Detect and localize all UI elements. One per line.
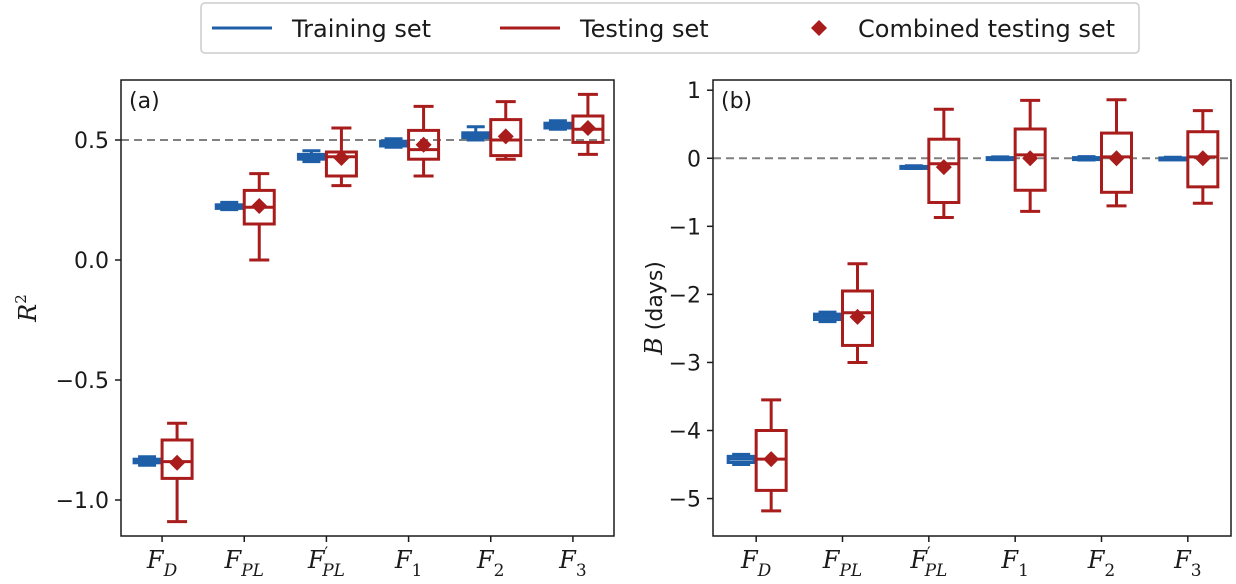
testing-iqr-box (1186, 130, 1220, 189)
y-tick-label: −0.5 (56, 369, 109, 394)
training-box (1158, 155, 1188, 162)
testing-box (242, 172, 276, 262)
combined-point (1194, 150, 1211, 167)
testing-box (841, 262, 874, 364)
combined-point (251, 198, 268, 214)
training-box (1072, 155, 1101, 162)
training-box (461, 125, 491, 142)
x-tick-label: F2 (1087, 546, 1115, 581)
combined-point (579, 120, 596, 136)
combined-point (1022, 150, 1039, 167)
combined-point (935, 159, 952, 176)
plot-frame (120, 79, 615, 537)
y-tick-label: −2 (669, 283, 701, 308)
x-tick-label: F3 (1173, 546, 1201, 581)
x-tick-label: F2 (476, 546, 504, 581)
training-box (543, 119, 573, 131)
training-box (899, 164, 929, 170)
combined-point (169, 454, 186, 471)
y-tick-label: 0 (687, 147, 701, 172)
y-tick-label: 1 (687, 79, 701, 104)
y-axis-label: B (days) (640, 261, 668, 356)
x-tick-label: F′ PL (307, 543, 345, 581)
testing-iqr-box (841, 289, 874, 347)
y-tick-label: −1.0 (56, 489, 109, 514)
x-tick-label: FD (146, 546, 178, 581)
panel-b: FD FPL F′ PL F1 F2 F3 −5 −4 −3 −2 −1 0 1 (b) B (days) (640, 79, 1232, 581)
testing-box (571, 92, 605, 156)
testing-iqr-box (407, 128, 441, 161)
y-tick-label: −4 (669, 420, 701, 445)
legend-combined-label: Combined testing set (858, 15, 1115, 43)
combined-point (415, 136, 432, 153)
testing-box (160, 421, 194, 524)
training-box (985, 155, 1015, 162)
testing-iqr-box (927, 137, 961, 205)
x-tick-label: F′ PL (909, 543, 947, 581)
y-tick-label: 0.0 (74, 249, 109, 274)
testing-iqr-box (160, 438, 194, 480)
testing-box (407, 104, 441, 178)
y-axis-label: R2 (12, 294, 42, 323)
panel-a: FD FPL F′ PL F1 F2 F3 −1.0 −0.5 0.0 0.5 (a) R2 (12, 79, 615, 581)
y-tick-label: 0.5 (74, 129, 109, 154)
testing-box (489, 100, 523, 161)
legend-combined-swatch (811, 20, 827, 36)
combined-point (497, 128, 514, 145)
testing-box (754, 398, 788, 513)
training-box (726, 452, 756, 467)
legend-frame (200, 2, 1140, 54)
combined-point (763, 451, 780, 468)
legend-testing-label: Testing set (579, 15, 709, 43)
panel-label: (b) (721, 89, 752, 114)
panel-label: (a) (129, 89, 160, 114)
x-tick-label: FD (740, 546, 772, 581)
x-tick-label: F3 (558, 546, 586, 581)
testing-box (1013, 98, 1047, 213)
x-tick-label: F1 (394, 546, 422, 581)
training-box (132, 455, 162, 467)
legend-training-label: Training set (291, 15, 431, 43)
x-tick-label: FPL (224, 546, 264, 581)
testing-iqr-box (489, 118, 523, 158)
legend: Training set Testing set Combined testin… (200, 2, 1140, 54)
testing-iqr-box (1013, 127, 1047, 192)
y-tick-label: −5 (669, 488, 701, 513)
testing-box (927, 107, 961, 219)
plot-frame (712, 79, 1232, 537)
testing-iqr-box (1100, 131, 1133, 194)
x-tick-label: F1 (1000, 546, 1028, 581)
training-box (813, 310, 842, 324)
training-box (214, 200, 244, 212)
combined-point (1108, 150, 1125, 167)
x-tick-label: FPL (822, 546, 862, 581)
y-tick-label: −1 (669, 215, 701, 240)
combined-point (849, 308, 866, 325)
y-tick-label: −3 (669, 351, 701, 376)
training-box (296, 149, 326, 164)
training-box (379, 137, 409, 149)
combined-point (333, 150, 350, 166)
